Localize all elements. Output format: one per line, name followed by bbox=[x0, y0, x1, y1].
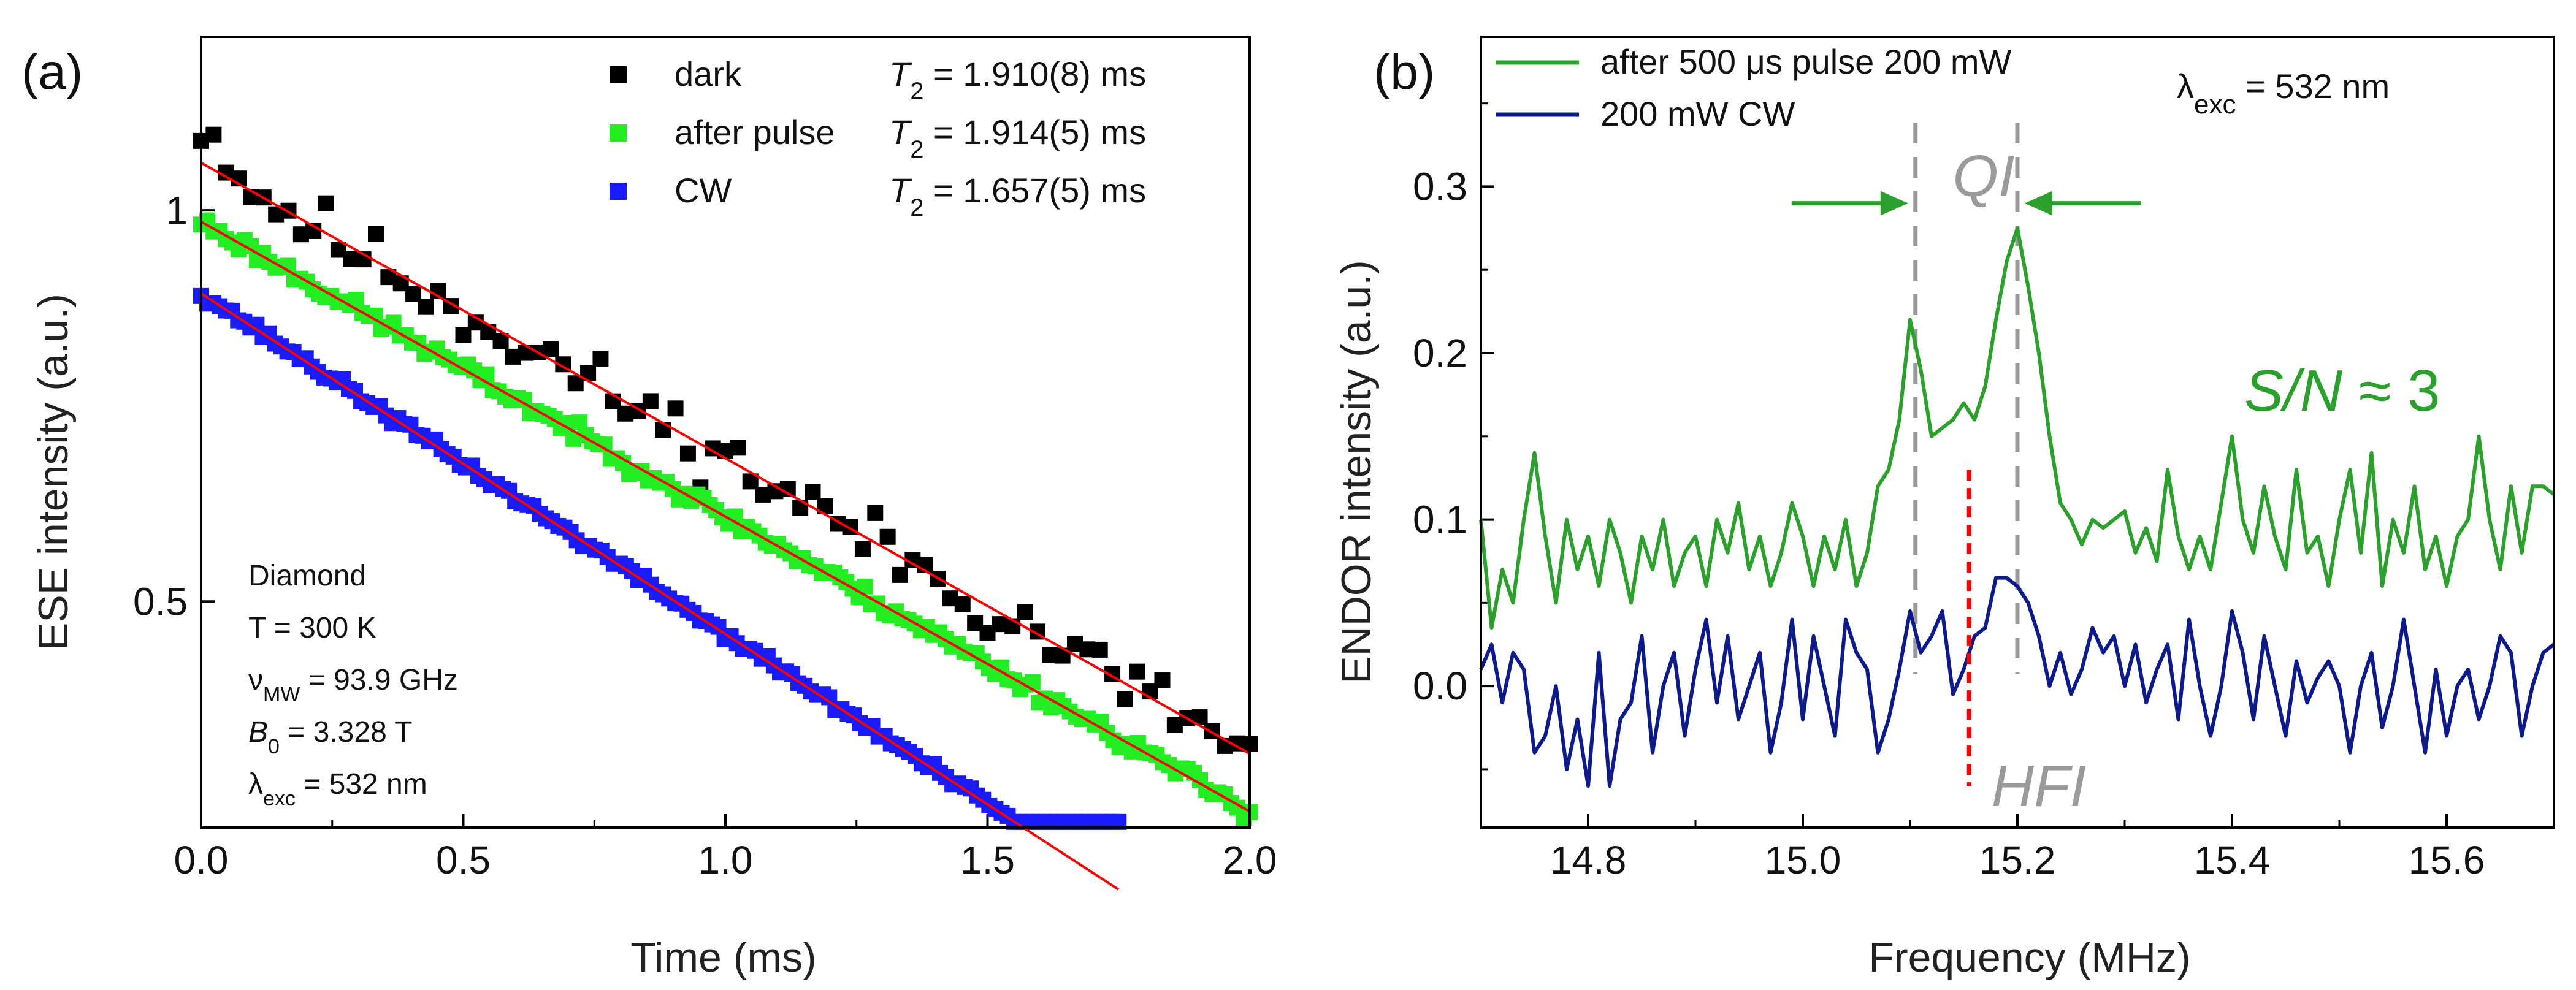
data-point bbox=[1154, 672, 1171, 688]
x-tick-label: 15.0 bbox=[1765, 838, 1841, 882]
y-tick-label: 1 bbox=[166, 188, 188, 232]
fit-line bbox=[201, 161, 1250, 755]
data-point bbox=[642, 393, 659, 409]
series-dark bbox=[193, 126, 1258, 754]
panel-b-annotation: λexc = 532 nm QI HFI S/N ≈ 3 bbox=[1952, 67, 2440, 819]
panel-a-annotation: Diamond T = 300 K νMW = 93.9 GHz B0 = 3.328… bbox=[248, 560, 458, 810]
data-point bbox=[368, 226, 384, 242]
x-tick-label: 15.2 bbox=[1979, 838, 2056, 882]
legend-t2: T2 = 1.914(5) ms bbox=[889, 113, 1146, 163]
series-CW bbox=[193, 287, 1127, 830]
legend-symbol bbox=[610, 183, 627, 200]
panel-b-frame bbox=[1480, 36, 2555, 829]
annotation-line: Diamond bbox=[248, 560, 366, 592]
panel-b-marks bbox=[1479, 123, 2555, 788]
data-point bbox=[318, 195, 334, 211]
panel-b-ticks: 14.8 15.0 15.2 15.4 15.6 0.0 0.1 0.2 0.3 bbox=[1413, 102, 2555, 882]
y-tick-label: 0.3 bbox=[1413, 164, 1467, 208]
data-point bbox=[1091, 641, 1108, 658]
data-point bbox=[667, 400, 684, 417]
data-point bbox=[1117, 691, 1133, 707]
qi-label: QI bbox=[1952, 143, 2014, 209]
data-point bbox=[592, 350, 609, 367]
legend-label: dark bbox=[675, 55, 742, 93]
panel-a-marks bbox=[193, 126, 1258, 891]
legend-label: 200 mW CW bbox=[1600, 94, 1795, 133]
annotation-line: νMW = 93.9 GHz bbox=[248, 664, 458, 706]
y-tick-label: 0.2 bbox=[1413, 331, 1467, 375]
x-tick-label: 2.0 bbox=[1223, 838, 1277, 882]
data-point bbox=[954, 596, 971, 613]
data-point bbox=[418, 299, 434, 315]
legend-label: after pulse bbox=[675, 113, 835, 151]
x-tick-label: 0.5 bbox=[436, 838, 491, 882]
x-tick-label: 15.4 bbox=[2194, 838, 2271, 882]
x-tick-label: 1.0 bbox=[698, 838, 753, 882]
data-point bbox=[655, 422, 671, 438]
fit-line bbox=[200, 292, 1120, 891]
legend-t2: T2 = 1.910(8) ms bbox=[889, 55, 1146, 105]
panel-a: (a) ESE intensity (a.u.) Time (ms) 0.0 0.… bbox=[21, 36, 1277, 981]
data-point bbox=[543, 341, 559, 357]
excitation-wavelength: λexc = 532 nm bbox=[2177, 67, 2390, 120]
panel-a-ticks: 0.0 0.5 1.0 1.5 2.0 0.5 1 bbox=[133, 188, 1277, 882]
panel-b-label: (b) bbox=[1374, 44, 1435, 100]
panel-a-frame bbox=[200, 36, 1251, 829]
legend-label: after 500 μs pulse 200 mW bbox=[1600, 42, 2012, 81]
data-point bbox=[1129, 663, 1145, 680]
y-tick-label: 0.5 bbox=[133, 579, 188, 623]
data-point bbox=[854, 541, 871, 557]
x-tick-label: 0.0 bbox=[174, 838, 229, 882]
qi-arrows bbox=[1791, 191, 2141, 216]
data-point bbox=[730, 440, 746, 456]
y-tick-label: 0.1 bbox=[1413, 498, 1467, 542]
panel-a-legend: dark T2 = 1.910(8) ms after pulse T2 = 1.91… bbox=[610, 55, 1146, 221]
annotation-line: T = 300 K bbox=[248, 612, 376, 644]
data-point bbox=[892, 566, 908, 583]
x-tick-label: 15.6 bbox=[2409, 838, 2485, 882]
legend-t2: T2 = 1.657(5) ms bbox=[889, 171, 1146, 221]
data-point bbox=[679, 445, 696, 462]
panel-b-x-axis-label: Frequency (MHz) bbox=[1868, 934, 2190, 981]
panel-b-legend: after 500 μs pulse 200 mW 200 mW CW bbox=[1496, 42, 2012, 133]
legend-symbol bbox=[610, 66, 627, 83]
series-line-pulse bbox=[1479, 226, 2555, 630]
annotation-line: B0 = 3.328 T bbox=[248, 716, 413, 758]
snr-label: S/N ≈ 3 bbox=[2244, 358, 2440, 424]
annotation-line: λexc = 532 nm bbox=[248, 768, 427, 810]
panel-b: (b) ENDOR intensity (a.u.) Frequency (MH… bbox=[1333, 36, 2555, 981]
legend-symbol bbox=[610, 124, 627, 142]
x-tick-label: 1.5 bbox=[960, 838, 1015, 882]
y-tick-label: 0.0 bbox=[1413, 664, 1467, 708]
data-point bbox=[1017, 604, 1033, 620]
fit-line bbox=[201, 220, 1250, 813]
legend-label: CW bbox=[675, 171, 732, 210]
series-line-cw bbox=[1479, 576, 2555, 788]
panel-a-x-axis-label: Time (ms) bbox=[630, 934, 816, 981]
hfi-label: HFI bbox=[1992, 753, 2087, 819]
data-point bbox=[805, 484, 821, 500]
x-tick-label: 14.8 bbox=[1550, 838, 1627, 882]
data-point bbox=[205, 126, 222, 143]
panel-a-label: (a) bbox=[21, 44, 83, 100]
data-point bbox=[867, 505, 884, 521]
arrow-right-head bbox=[2025, 191, 2052, 216]
arrow-left-head bbox=[1880, 191, 1908, 216]
data-point bbox=[879, 528, 896, 545]
panel-a-y-axis-label: ESE intensity (a.u.) bbox=[30, 294, 77, 650]
panel-b-y-axis-label: ENDOR intensity (a.u.) bbox=[1333, 260, 1380, 684]
